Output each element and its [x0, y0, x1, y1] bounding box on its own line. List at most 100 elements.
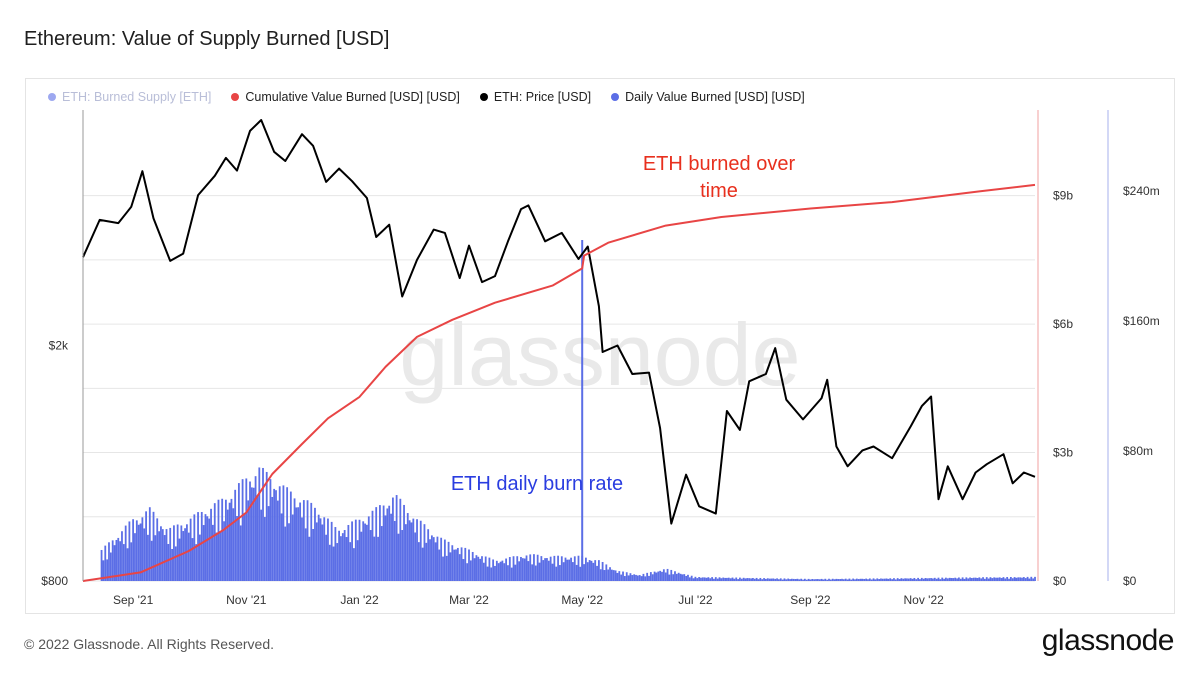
- daily-burn-bar: [109, 552, 112, 581]
- grid-lines: [83, 195, 1035, 582]
- daily-burn-bar: [939, 579, 942, 581]
- daily-burn-bar: [221, 498, 224, 581]
- daily-burn-bar: [451, 545, 454, 581]
- daily-burn-bar: [985, 577, 988, 581]
- daily-burn-bar: [401, 530, 404, 581]
- daily-burn-bar: [718, 577, 721, 581]
- daily-burn-bar: [805, 579, 808, 581]
- daily-burn-bar: [651, 574, 654, 581]
- daily-burn-bar: [740, 578, 743, 581]
- daily-burn-bar: [831, 578, 834, 581]
- daily-burn-bar: [325, 534, 328, 581]
- daily-burn-bar: [546, 558, 548, 581]
- daily-burn-bar: [417, 542, 420, 581]
- daily-burn-bar: [475, 555, 478, 581]
- daily-burn-bar: [224, 499, 227, 581]
- daily-burn-bar: [863, 578, 866, 581]
- daily-burn-bar: [349, 542, 352, 581]
- daily-burn-bar: [566, 559, 569, 581]
- x-axis-tick: Jan '22: [340, 593, 379, 607]
- daily-burn-bar: [803, 578, 806, 581]
- daily-burn-bar: [191, 538, 194, 581]
- daily-burn-bar: [592, 562, 595, 581]
- daily-burn-bar: [384, 515, 387, 581]
- daily-burn-bar: [412, 518, 415, 581]
- daily-burn-bar: [930, 578, 932, 581]
- daily-burn-bar: [818, 579, 821, 581]
- right-axis-1-tick: $3b: [1053, 446, 1073, 460]
- daily-burn-bar: [516, 556, 519, 581]
- daily-burn-bar: [492, 559, 495, 581]
- daily-burn-bar: [828, 578, 830, 581]
- daily-burn-bar: [759, 577, 762, 581]
- daily-burn-bar: [247, 500, 250, 581]
- daily-burn-bar: [117, 537, 120, 581]
- x-axis-tick: Sep '22: [790, 593, 831, 607]
- daily-burn-bar: [627, 575, 630, 581]
- daily-burn-bar: [642, 573, 645, 581]
- daily-burn-bar: [811, 578, 814, 581]
- axes: $2k $800 $9b $6b $3b $0 $240m $160m $80m $0 Sep '2…: [41, 110, 1160, 607]
- daily-burn-bar: [928, 578, 931, 581]
- daily-burn-bar: [152, 511, 155, 581]
- daily-burn-bar: [286, 487, 289, 581]
- daily-burn-bar: [488, 557, 491, 581]
- daily-burn-bar: [360, 531, 363, 581]
- legend-item-burned-supply[interactable]: ETH: Burned Supply [ETH]: [48, 90, 211, 104]
- daily-burn-bar: [312, 528, 315, 581]
- daily-burn-bar: [622, 571, 624, 581]
- daily-burn-bar: [353, 548, 355, 581]
- daily-burn-bar: [1000, 578, 1003, 581]
- daily-burn-bar: [477, 556, 480, 581]
- daily-burn-bar: [982, 577, 984, 581]
- daily-burn-bar: [447, 541, 450, 581]
- right-axis-1-tick: $9b: [1053, 189, 1073, 203]
- daily-burn-bar: [184, 528, 186, 581]
- daily-burn-bar: [572, 562, 574, 581]
- daily-burn-bar: [659, 570, 662, 581]
- daily-burn-bar: [481, 556, 483, 581]
- daily-burn-bar: [800, 578, 803, 581]
- daily-burn-bar: [453, 549, 456, 581]
- daily-burn-bar: [379, 505, 381, 581]
- daily-burn-bar: [954, 577, 957, 581]
- daily-burn-bar: [462, 559, 465, 581]
- legend-item-eth-price[interactable]: ETH: Price [USD]: [479, 90, 591, 104]
- daily-burn-bar: [714, 577, 717, 581]
- daily-burn-bar: [330, 521, 333, 581]
- daily-burn-bar: [304, 528, 307, 581]
- daily-burn-bar: [926, 578, 929, 581]
- legend-dot-icon: [48, 93, 56, 101]
- daily-burn-bar: [503, 563, 506, 581]
- daily-burn-bar: [1034, 576, 1036, 581]
- daily-burn-bar: [523, 558, 526, 581]
- daily-burn-bar: [896, 578, 899, 581]
- daily-burn-bar: [284, 526, 287, 581]
- daily-burn-bar: [998, 577, 1001, 581]
- legend-label: Cumulative Value Burned [USD] [USD]: [245, 90, 460, 104]
- daily-burn-bar: [687, 574, 689, 581]
- legend-item-cumulative-value[interactable]: Cumulative Value Burned [USD] [USD]: [231, 90, 460, 104]
- daily-burn-bar: [763, 578, 765, 581]
- daily-burn-bar: [174, 546, 177, 581]
- daily-burn-bar: [726, 577, 728, 581]
- daily-burn-bar: [265, 471, 268, 581]
- daily-burn-bar: [351, 521, 353, 581]
- daily-burn-bar: [468, 549, 470, 581]
- legend-label: ETH: Burned Supply [ETH]: [62, 90, 212, 104]
- daily-burn-bar: [913, 577, 916, 581]
- daily-burn-bar: [623, 576, 626, 581]
- brand-logo: glassnode: [1041, 624, 1175, 657]
- daily-burn-bar: [789, 579, 791, 581]
- daily-burn-bar: [124, 525, 127, 581]
- daily-burn-bar: [275, 490, 277, 581]
- daily-burn-bar: [701, 577, 704, 581]
- daily-burn-bar: [249, 481, 251, 581]
- daily-burn-bar: [215, 532, 218, 581]
- daily-burn-bar: [104, 545, 107, 581]
- daily-burn-bar: [323, 517, 326, 581]
- legend-item-daily-value[interactable]: Daily Value Burned [USD] [USD]: [611, 90, 805, 104]
- daily-burn-bar: [148, 507, 151, 581]
- daily-burn-bar: [204, 514, 207, 581]
- daily-burn-bar: [230, 498, 233, 581]
